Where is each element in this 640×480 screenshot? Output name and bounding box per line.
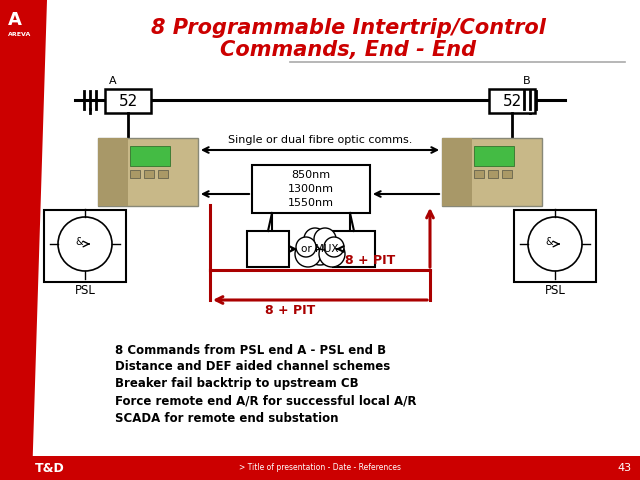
Text: SCADA for remote end substation: SCADA for remote end substation xyxy=(115,411,339,424)
Text: A: A xyxy=(8,11,22,29)
Circle shape xyxy=(304,228,326,250)
FancyBboxPatch shape xyxy=(474,146,514,166)
Circle shape xyxy=(295,241,321,267)
FancyBboxPatch shape xyxy=(252,165,370,213)
FancyBboxPatch shape xyxy=(98,138,198,206)
Text: 52: 52 xyxy=(502,94,522,108)
Circle shape xyxy=(324,237,344,257)
Text: PSL: PSL xyxy=(75,284,95,297)
Text: 43: 43 xyxy=(618,463,632,473)
FancyBboxPatch shape xyxy=(130,170,140,178)
Circle shape xyxy=(319,241,345,267)
FancyBboxPatch shape xyxy=(105,89,151,113)
Text: 8 + PIT: 8 + PIT xyxy=(345,253,395,266)
Polygon shape xyxy=(0,456,640,480)
Text: Single or dual fibre optic comms.: Single or dual fibre optic comms. xyxy=(228,135,412,145)
Text: > Title of presentation - Date - References: > Title of presentation - Date - Referen… xyxy=(239,464,401,472)
Text: 850nm
1300nm
1550nm: 850nm 1300nm 1550nm xyxy=(288,170,334,208)
FancyBboxPatch shape xyxy=(44,210,126,282)
FancyBboxPatch shape xyxy=(474,170,484,178)
Text: &: & xyxy=(75,237,83,247)
FancyBboxPatch shape xyxy=(144,170,154,178)
Text: Force remote end A/R for successful local A/R: Force remote end A/R for successful loca… xyxy=(115,395,417,408)
FancyBboxPatch shape xyxy=(502,170,512,178)
Text: or MUX: or MUX xyxy=(301,244,339,254)
Text: 8 + PIT: 8 + PIT xyxy=(265,304,315,317)
Circle shape xyxy=(296,237,316,257)
Text: Distance and DEF aided channel schemes: Distance and DEF aided channel schemes xyxy=(115,360,390,373)
FancyBboxPatch shape xyxy=(130,146,170,166)
FancyBboxPatch shape xyxy=(442,138,472,206)
FancyBboxPatch shape xyxy=(514,210,596,282)
Text: 8 Programmable Intertrip/Control: 8 Programmable Intertrip/Control xyxy=(150,18,545,38)
Circle shape xyxy=(314,228,336,250)
Text: &: & xyxy=(545,237,553,247)
Text: T&D: T&D xyxy=(35,461,65,475)
Polygon shape xyxy=(0,0,47,480)
FancyBboxPatch shape xyxy=(98,138,128,206)
FancyBboxPatch shape xyxy=(488,170,498,178)
FancyBboxPatch shape xyxy=(158,170,168,178)
FancyBboxPatch shape xyxy=(442,138,542,206)
FancyBboxPatch shape xyxy=(247,231,289,267)
Text: PSL: PSL xyxy=(545,284,565,297)
Text: A: A xyxy=(109,76,117,86)
Text: B: B xyxy=(523,76,531,86)
Circle shape xyxy=(304,233,336,265)
Text: 52: 52 xyxy=(118,94,138,108)
FancyBboxPatch shape xyxy=(333,231,375,267)
Text: 8 Commands from PSL end A - PSL end B: 8 Commands from PSL end A - PSL end B xyxy=(115,344,386,357)
Text: Breaker fail backtrip to upstream CB: Breaker fail backtrip to upstream CB xyxy=(115,377,358,391)
Text: AREVA: AREVA xyxy=(8,32,31,36)
FancyBboxPatch shape xyxy=(489,89,535,113)
Text: Commands, End - End: Commands, End - End xyxy=(220,40,476,60)
